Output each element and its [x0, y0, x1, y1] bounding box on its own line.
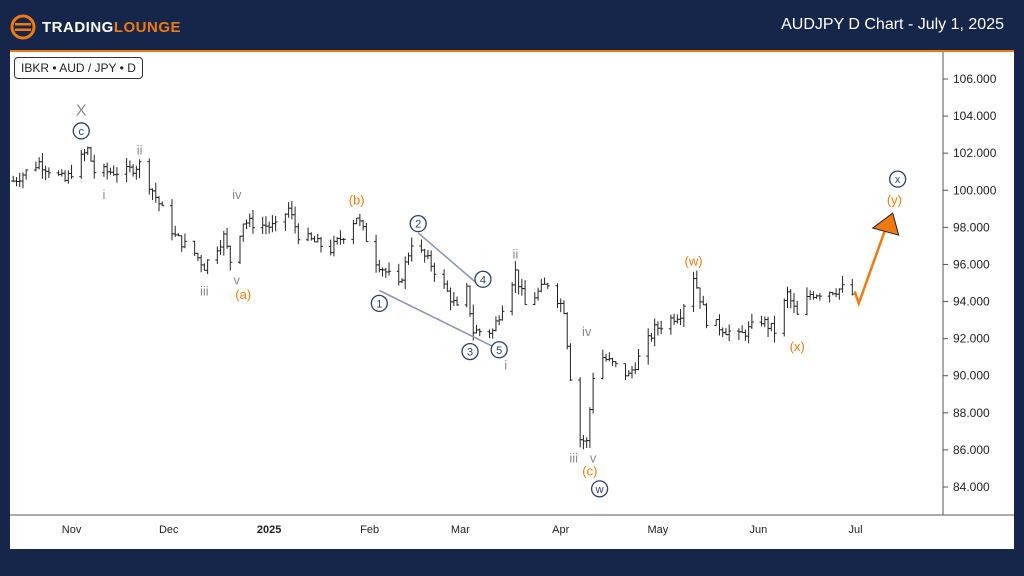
x-tick-label: May: [648, 524, 669, 536]
wave-label-circle: [409, 215, 427, 233]
brand-part1: TRADING: [42, 18, 114, 36]
wave-label: iv: [232, 187, 242, 202]
x-tick-label: Apr: [552, 524, 569, 536]
y-tick-label: 106.000: [953, 72, 997, 86]
x-tick-label: Jun: [749, 524, 767, 536]
chart-title: AUDJPY D Chart - July 1, 2025: [781, 16, 1004, 33]
x-tick-label: Nov: [62, 524, 82, 536]
wave-label: (a): [235, 287, 251, 302]
wave-label-circle: [490, 341, 508, 359]
wave-label: v: [234, 272, 241, 287]
wave-label: w: [595, 484, 604, 496]
wave-label: (x): [790, 339, 805, 354]
wave-label: ii: [512, 246, 518, 261]
x-tick-label: 2025: [257, 524, 281, 536]
y-tick-label: 96.000: [953, 257, 990, 271]
y-tick-label: 86.000: [953, 443, 990, 457]
wave-label: (y): [887, 193, 902, 208]
wave-label: 1: [376, 298, 382, 310]
wave-label: 3: [467, 347, 473, 359]
y-tick-label: 98.000: [953, 220, 990, 234]
y-tick-label: 100.000: [953, 183, 997, 197]
x-tick-label: Feb: [360, 524, 379, 536]
y-tick-label: 90.000: [953, 369, 990, 383]
y-tick-label: 92.000: [953, 332, 990, 346]
trading-lounge-logo: TRADINGLOUNGE: [10, 14, 181, 40]
y-tick-label: 104.000: [953, 109, 997, 123]
wave-channel-line: [378, 289, 497, 349]
wave-label: iii: [569, 450, 578, 465]
wave-label-circle: [370, 294, 388, 313]
projection-arrow-line: [853, 230, 886, 308]
wave-channel-line: [417, 232, 477, 284]
y-tick-label: 94.000: [953, 295, 990, 309]
y-tick-label: 102.000: [953, 146, 997, 160]
projection-arrowhead: [871, 212, 900, 236]
wave-label-circle: [72, 122, 90, 140]
wave-label: (w): [685, 254, 703, 269]
wave-label: X: [76, 103, 87, 120]
wave-label: iv: [582, 324, 592, 339]
wave-label: i: [504, 358, 507, 373]
wave-label: (c): [582, 463, 597, 478]
wave-label: x: [895, 174, 901, 186]
symbol-label: IBKR • AUD / JPY • D: [14, 57, 143, 79]
brand-part2: LOUNGE: [113, 18, 181, 36]
x-tick-label: Jul: [849, 524, 863, 536]
wave-label-circle: [888, 170, 907, 188]
wave-label: i: [103, 187, 106, 202]
y-tick-label: 88.000: [953, 406, 990, 420]
x-tick-label: Mar: [451, 524, 470, 536]
wave-label: (b): [349, 193, 365, 208]
y-tick-label: 84.000: [953, 480, 990, 494]
x-tick-label: Dec: [159, 524, 179, 536]
wave-label: iii: [200, 283, 209, 298]
wave-label: c: [79, 126, 85, 138]
wave-label: 2: [415, 219, 421, 231]
wave-label-circle: [461, 342, 479, 361]
wave-label-circle: [474, 270, 492, 288]
wave-label: 4: [480, 274, 486, 286]
wave-label: v: [590, 450, 597, 465]
wave-label: 5: [496, 345, 502, 357]
wave-label-circle: [590, 480, 609, 498]
wave-label: ii: [137, 142, 143, 157]
logo-icon: [10, 14, 36, 40]
